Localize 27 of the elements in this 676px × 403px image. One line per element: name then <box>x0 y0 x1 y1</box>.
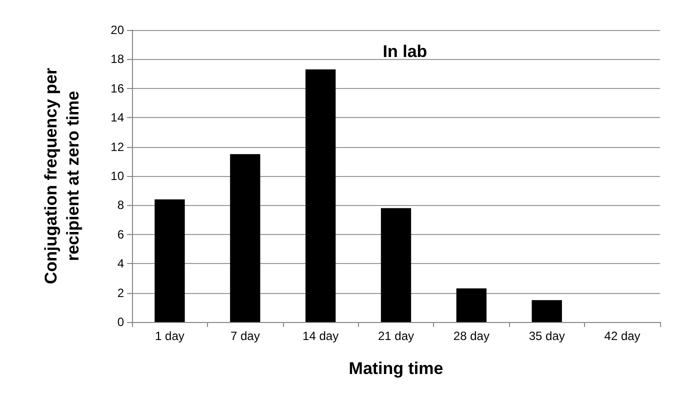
y-tick-label: 8 <box>117 198 124 212</box>
y-tick-label: 16 <box>110 81 124 96</box>
text: In lab <box>382 42 428 61</box>
bar <box>456 288 487 322</box>
y-tick-label: 10 <box>110 169 124 183</box>
x-tick-label: 28 day <box>453 329 490 343</box>
x-tick-label: 21 day <box>378 329 414 343</box>
x-tick-label: 7 day <box>230 329 260 343</box>
x-axis-title: Mating time <box>348 359 444 378</box>
y-tick-label: 14 <box>110 110 124 125</box>
y-tick-label: 2 <box>117 286 124 300</box>
x-tick-label: 14 day <box>302 329 339 343</box>
y-tick-label: 0 <box>117 315 124 329</box>
y-tick-label: 20 <box>110 23 124 37</box>
y-axis-title: Conjugation frequency per recipient at zero time <box>42 67 82 284</box>
y-tick-label: 4 <box>117 256 124 271</box>
bar <box>154 199 185 322</box>
bar <box>230 154 260 322</box>
y-tick-label: 12 <box>110 140 124 154</box>
x-tick-label: 35 day <box>528 329 565 343</box>
x-tick-label: 1 day <box>155 329 184 343</box>
y-tick-label: 6 <box>117 227 124 242</box>
bar <box>380 208 412 322</box>
x-tick-label: 42 day <box>604 329 640 343</box>
y-tick-label: 18 <box>110 52 124 66</box>
bar <box>305 69 336 322</box>
bar <box>532 300 562 322</box>
